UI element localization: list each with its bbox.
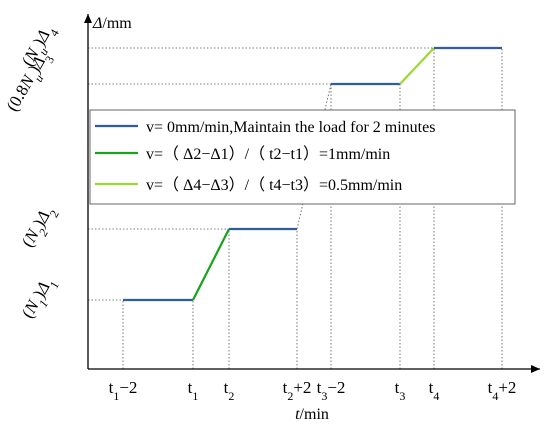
axis-titles: Δ/mm t/min xyxy=(92,15,329,423)
axes xyxy=(84,14,540,373)
legend-entry-2: v=（ Δ2−Δ1）/（ t2−t1）=1mm/min xyxy=(146,145,390,163)
y-level-text-1: (N1)Δ1 xyxy=(18,273,62,324)
x-axis-title: t/min xyxy=(295,406,329,423)
y-level-text-2: (N2)Δ2 xyxy=(18,202,62,253)
y-level-label-1: (N1)Δ1 xyxy=(18,273,62,324)
segment-fast-2 xyxy=(192,228,230,301)
x-tick-label-5: t3−2 xyxy=(317,378,346,403)
legend: v= 0mm/min,Maintain the load for 2 minut… xyxy=(89,109,516,205)
y-axis-title: Δ/mm xyxy=(92,15,132,32)
y-level-labels: (N1)Δ1(N2)Δ2(0.8Nu)Δ3(Nu)Δ4 xyxy=(3,26,62,324)
x-tick-label-1: t1−2 xyxy=(109,378,138,403)
legend-entry-1: v= 0mm/min,Maintain the load for 2 minut… xyxy=(146,119,435,136)
segment-slow-5 xyxy=(399,47,435,85)
x-tick-label-7: t4 xyxy=(429,378,440,403)
x-tick-labels: t1−2 t1 t2 t2+2 t3−2 t3 t4 t4+2 xyxy=(109,378,517,403)
x-tick-label-2: t1 xyxy=(188,378,199,403)
legend-entry-3: v=（ Δ4−Δ3）/（ t4−t3）=0.5mm/min xyxy=(146,176,402,194)
x-tick-label-4: t2+2 xyxy=(283,378,312,403)
load-path xyxy=(123,46,502,302)
y-level-label-2: (N2)Δ2 xyxy=(18,202,62,253)
x-tick-label-6: t3 xyxy=(395,378,406,403)
legend-box xyxy=(89,109,516,205)
guide-lines xyxy=(88,47,503,369)
x-tick-label-8: t4+2 xyxy=(488,378,517,403)
x-tick-label-3: t2 xyxy=(224,378,235,403)
